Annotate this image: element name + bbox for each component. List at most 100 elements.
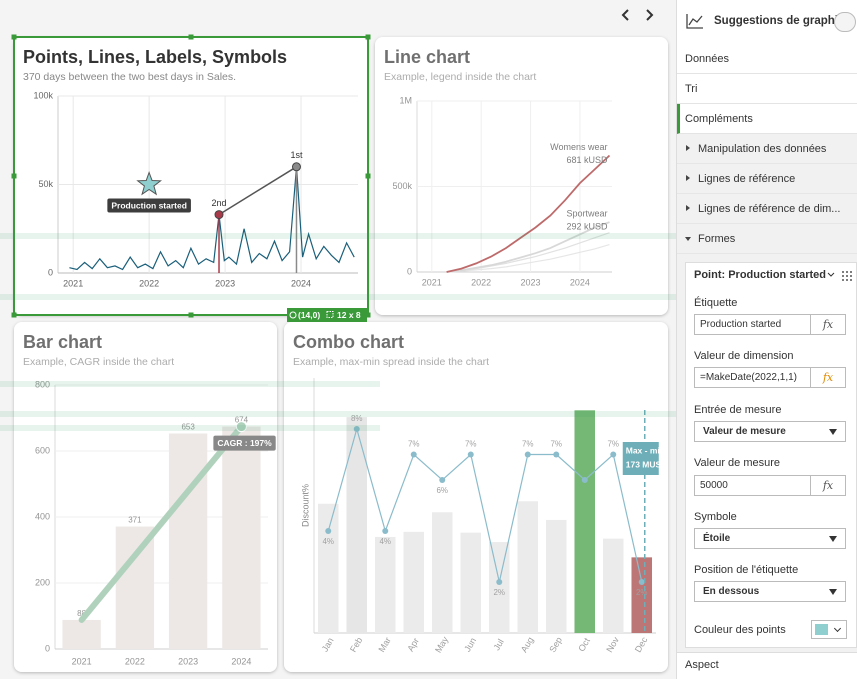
position-icon	[289, 311, 297, 319]
suggestions-label: Suggestions de graphi...	[714, 15, 848, 27]
bar	[517, 501, 539, 633]
dropdown[interactable]: En dessous	[694, 581, 846, 602]
resize-handle[interactable]	[11, 34, 17, 40]
bar	[403, 531, 425, 633]
point-label: 1st	[290, 150, 303, 160]
formula-button[interactable]: fx	[810, 314, 846, 335]
field-label: Valeur de mesure	[694, 457, 781, 469]
spread-label-bg	[622, 442, 659, 475]
y-tick-label: 100k	[33, 90, 53, 100]
shape-title[interactable]: Point: Production started	[694, 269, 826, 281]
shape-menu-icons[interactable]	[827, 270, 853, 282]
x-tick-label: 2022	[471, 277, 491, 287]
chart-card	[14, 37, 368, 315]
section-label: Formes	[698, 233, 736, 245]
section[interactable]: Formes	[677, 224, 857, 254]
x-tick-label: 2024	[231, 656, 251, 666]
x-tick-label: 2022	[139, 278, 159, 288]
cagr-line	[78, 423, 245, 623]
tab-label: Données	[685, 53, 730, 65]
bar	[602, 538, 624, 633]
resize-handle[interactable]	[365, 312, 371, 318]
size-icon	[326, 311, 334, 318]
value-label: 292 kUSD	[567, 221, 609, 231]
sheet: Points, Lines, Labels, Symbols 370 days b…	[0, 9, 676, 672]
field-label: Symbole	[694, 511, 737, 523]
bar	[168, 433, 208, 649]
field-label: Étiquette	[694, 297, 738, 309]
resize-handle[interactable]	[188, 312, 194, 318]
formula-button[interactable]: fx	[810, 475, 846, 496]
connector	[218, 166, 297, 216]
series-name-label: Sportwear	[567, 208, 608, 218]
drag-trail	[0, 411, 676, 417]
prev-arrow[interactable]	[621, 9, 629, 21]
x-tick-label: 2023	[178, 656, 198, 666]
tab[interactable]: Tri	[677, 74, 857, 104]
line-point	[439, 477, 446, 483]
field-label: Entrée de mesure	[694, 404, 782, 416]
chart-subtitle: Example, max-min spread inside the chart	[293, 356, 489, 368]
value-label: 7%	[550, 440, 562, 449]
dropdown[interactable]: Valeur de mesure	[694, 421, 846, 442]
color-picker[interactable]	[811, 620, 847, 639]
x-tick-label: 2022	[125, 656, 145, 666]
dim-overlay	[375, 37, 668, 315]
spread-label: Max - mi	[626, 445, 660, 455]
formula-button[interactable]: fx	[810, 367, 846, 388]
series-name-label: Womens wear	[550, 142, 607, 152]
section[interactable]: Manipulation des données	[677, 134, 857, 164]
tab-label: Compléments	[685, 113, 753, 125]
cagr-label-bg	[213, 435, 276, 451]
y-tick-label: 0	[48, 267, 53, 277]
y-axis-label: Discount%	[300, 484, 310, 527]
chart-title: Bar chart	[23, 332, 102, 352]
dim-overlay	[284, 322, 668, 672]
drag-trail	[0, 294, 676, 300]
chart-subtitle: Example, CAGR inside the chart	[23, 356, 174, 368]
text-input[interactable]: =MakeDate(2022,1,1)	[694, 367, 811, 388]
suggestions-toggle[interactable]	[834, 12, 856, 32]
value-label: 88	[77, 609, 86, 618]
x-tick-label: 2021	[72, 656, 92, 666]
drag-trail	[0, 425, 380, 431]
value-label: 653	[181, 423, 195, 432]
resize-handle[interactable]	[11, 312, 17, 318]
line-point	[638, 579, 645, 585]
tab-label: Tri	[685, 83, 698, 95]
bar	[346, 417, 368, 633]
field-label: Valeur de dimension	[694, 350, 794, 362]
text-input[interactable]: 50000	[694, 475, 811, 496]
tab-active[interactable]: Compléments	[677, 104, 857, 134]
value-label: 674	[235, 416, 249, 425]
chart-icon	[686, 14, 703, 29]
series-line	[446, 244, 610, 273]
section[interactable]: Lignes de référence de dim...	[677, 194, 857, 224]
dropdown[interactable]: Étoile	[694, 528, 846, 549]
value-label: 7%	[465, 440, 477, 449]
series-line	[327, 426, 643, 583]
spread-value-label: 173 MUS	[626, 459, 662, 469]
x-tick-label: 2023	[215, 278, 235, 288]
bar	[374, 536, 396, 633]
x-tick-label: 2021	[422, 277, 442, 287]
cagr-point	[235, 421, 247, 433]
section-label[interactable]: Aspect	[685, 659, 719, 671]
next-arrow[interactable]	[646, 9, 654, 21]
tab[interactable]: Données	[677, 44, 857, 74]
bar	[545, 519, 567, 633]
x-tick-label: Jul	[491, 637, 505, 652]
field-label: Couleur des points	[694, 624, 786, 636]
resize-handle[interactable]	[188, 34, 194, 40]
bar	[431, 512, 453, 633]
resize-handle[interactable]	[365, 173, 371, 179]
text-input[interactable]: Production started	[694, 314, 811, 335]
y-tick-label: 50k	[38, 179, 53, 189]
chart-title: Combo chart	[293, 332, 404, 352]
resize-handle[interactable]	[365, 34, 371, 40]
drag-trail	[0, 381, 380, 387]
bar	[62, 619, 101, 649]
resize-handle[interactable]	[11, 173, 17, 179]
section[interactable]: Lignes de référence	[677, 164, 857, 194]
